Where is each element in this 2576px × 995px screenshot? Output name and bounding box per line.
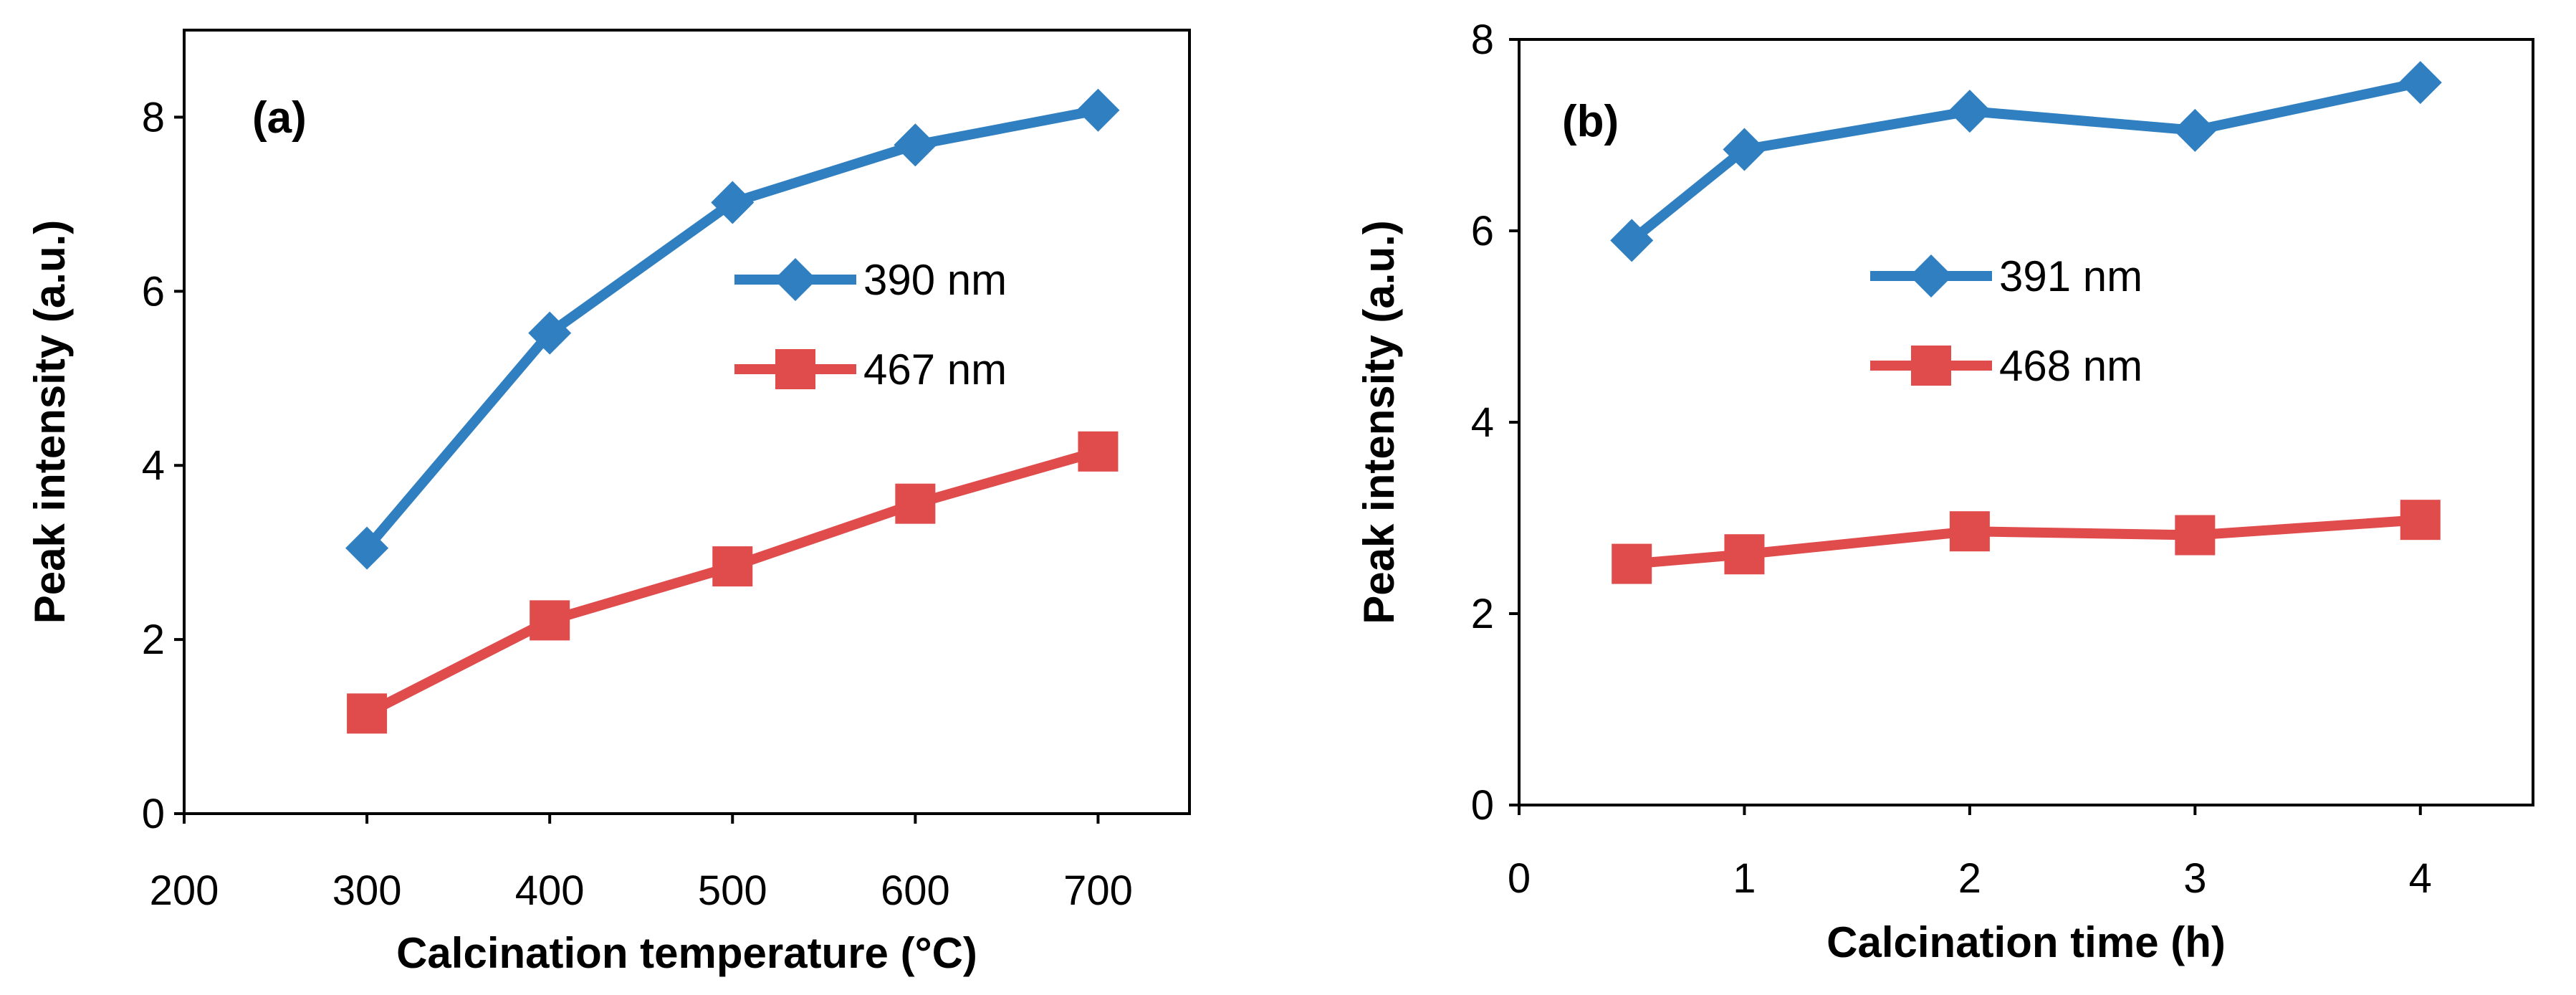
x-tick-label: 500 [698, 867, 767, 914]
plot-area-frame [183, 29, 1191, 815]
x-tick-label: 4 [2409, 855, 2432, 902]
data-point-marker [711, 181, 755, 224]
legend-marker [1911, 346, 1951, 386]
x-tick-label: 0 [1508, 855, 1531, 902]
data-point-marker [712, 546, 753, 587]
series-468-nm [1612, 500, 2441, 584]
legend-marker [1910, 254, 1953, 297]
legend-marker [774, 258, 817, 301]
y-tick-label: 4 [1471, 399, 1494, 446]
series-467-nm [347, 431, 1119, 734]
data-point-marker [2175, 515, 2216, 556]
x-axis-title: Calcination temperature (°C) [396, 929, 977, 977]
x-tick-label: 700 [1063, 867, 1133, 914]
x-tick-label: 200 [150, 867, 219, 914]
legend-label: 391 nm [1999, 252, 2142, 300]
data-point-marker [1948, 90, 1991, 133]
y-tick-label: 6 [1471, 208, 1494, 254]
data-point-marker [2173, 108, 2217, 152]
data-point-marker [1078, 431, 1119, 472]
y-tick-label: 8 [1471, 16, 1494, 63]
data-point-marker [530, 600, 570, 641]
x-tick-label: 2 [1958, 855, 1981, 902]
y-tick-label: 8 [142, 94, 165, 141]
legend-entry: 467 nm [734, 346, 1007, 394]
y-tick-label: 2 [1471, 591, 1494, 637]
data-point-marker [1723, 128, 1766, 171]
panel-b: 0 2 4 6 8 0 1 2 3 4 Calcination time (h) Peak inten… [1355, 16, 2534, 966]
x-tick-label: 600 [881, 867, 950, 914]
y-tick-label: 2 [142, 616, 165, 663]
series-390-nm [345, 88, 1120, 570]
data-point-marker [347, 693, 388, 734]
legend-entry: 391 nm [1870, 252, 2142, 300]
x-axis-title: Calcination time (h) [1826, 918, 2226, 966]
data-point-marker [894, 123, 937, 167]
data-point-marker [1610, 219, 1654, 262]
y-tick-label: 4 [142, 442, 165, 489]
data-point-marker [2398, 61, 2442, 105]
legend-label: 390 nm [863, 256, 1007, 304]
y-axis-title: Peak intensity (a.u.) [26, 220, 74, 624]
data-point-marker [1724, 534, 1765, 575]
panel-label: (a) [252, 93, 307, 143]
legend-marker [775, 349, 815, 389]
x-tick-label: 3 [2183, 855, 2206, 902]
y-tick-label: 0 [1471, 782, 1494, 829]
y-axis-title: Peak intensity (a.u.) [1355, 220, 1403, 624]
data-point-marker [2400, 500, 2441, 541]
data-point-marker [1949, 511, 1990, 552]
x-tick-label: 1 [1733, 855, 1756, 902]
data-point-marker [895, 483, 936, 524]
x-tick-label: 300 [332, 867, 402, 914]
legend-entry: 468 nm [1870, 342, 2142, 390]
y-tick-label: 6 [142, 268, 165, 315]
data-point-marker [345, 526, 389, 570]
legend-label: 467 nm [863, 346, 1007, 394]
x-tick-label: 400 [515, 867, 585, 914]
data-point-marker [1076, 88, 1120, 132]
legend-label: 468 nm [1999, 342, 2142, 390]
y-tick-label: 0 [142, 791, 165, 837]
panel-a: 0 2 4 6 8 200 300 400 500 600 700 Calcination tempe… [26, 29, 1191, 977]
data-point-marker [528, 311, 572, 355]
legend-entry: 390 nm [734, 256, 1007, 304]
series-391-nm [1610, 61, 2442, 262]
panel-label: (b) [1562, 97, 1619, 146]
data-point-marker [1612, 543, 1652, 584]
